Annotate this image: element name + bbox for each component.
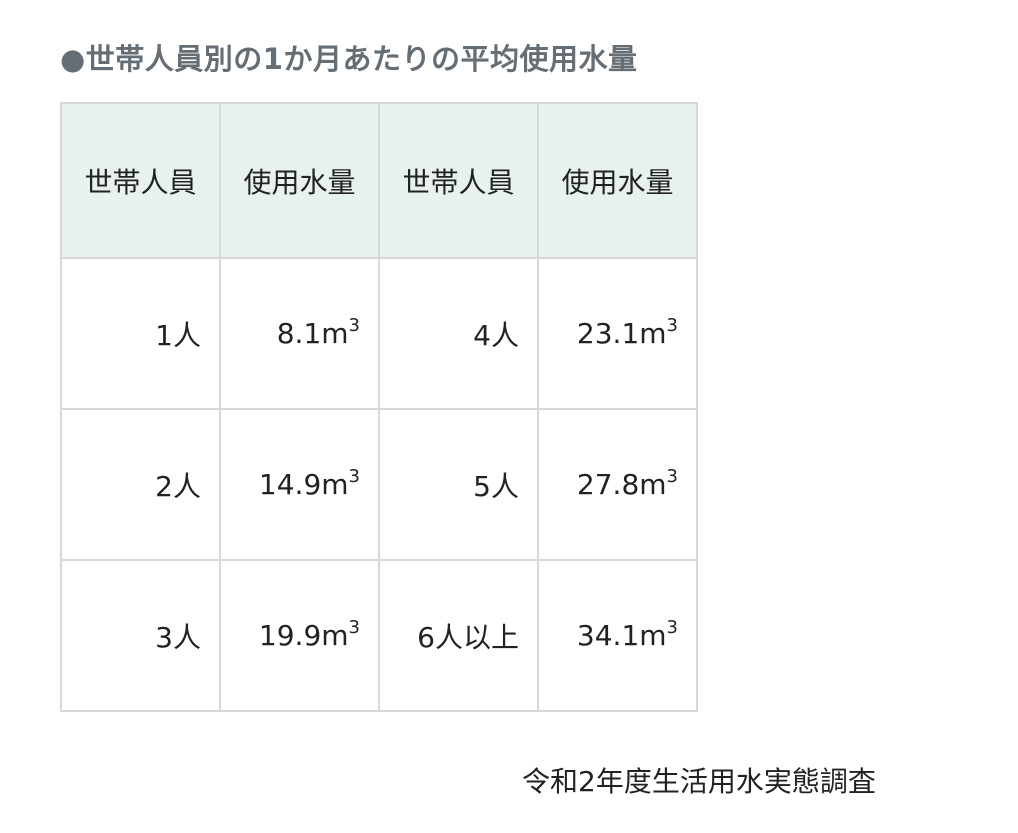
water-usage-cell: 19.9m3 bbox=[219, 559, 380, 712]
water-usage-cell: 27.8m3 bbox=[537, 408, 698, 561]
household-size-cell: 2人 bbox=[60, 408, 221, 561]
table-header-row: 世帯人員 使用水量 世帯人員 使用水量 bbox=[60, 102, 698, 259]
household-size-cell: 1人 bbox=[60, 257, 221, 410]
household-size-cell: 5人 bbox=[378, 408, 539, 561]
water-usage-cell: 23.1m3 bbox=[537, 257, 698, 410]
header-water-usage: 使用水量 bbox=[219, 102, 380, 259]
water-usage-cell: 8.1m3 bbox=[219, 257, 380, 410]
page-title: ●世帯人員別の1か月あたりの平均使用水量 bbox=[60, 42, 638, 76]
table-row: 1人 8.1m3 4人 23.1m3 bbox=[60, 257, 698, 410]
water-usage-cell: 14.9m3 bbox=[219, 408, 380, 561]
header-water-usage: 使用水量 bbox=[537, 102, 698, 259]
table-row: 2人 14.9m3 5人 27.8m3 bbox=[60, 408, 698, 561]
header-household-size: 世帯人員 bbox=[60, 102, 221, 259]
household-size-cell: 6人以上 bbox=[378, 559, 539, 712]
household-size-cell: 3人 bbox=[60, 559, 221, 712]
water-usage-table: 世帯人員 使用水量 世帯人員 使用水量 1人 8.1m3 4人 23.1m3 2… bbox=[60, 102, 698, 712]
header-household-size: 世帯人員 bbox=[378, 102, 539, 259]
household-size-cell: 4人 bbox=[378, 257, 539, 410]
table-row: 3人 19.9m3 6人以上 34.1m3 bbox=[60, 559, 698, 712]
water-usage-cell: 34.1m3 bbox=[537, 559, 698, 712]
source-note: 令和2年度生活用水実態調査 bbox=[522, 765, 876, 798]
